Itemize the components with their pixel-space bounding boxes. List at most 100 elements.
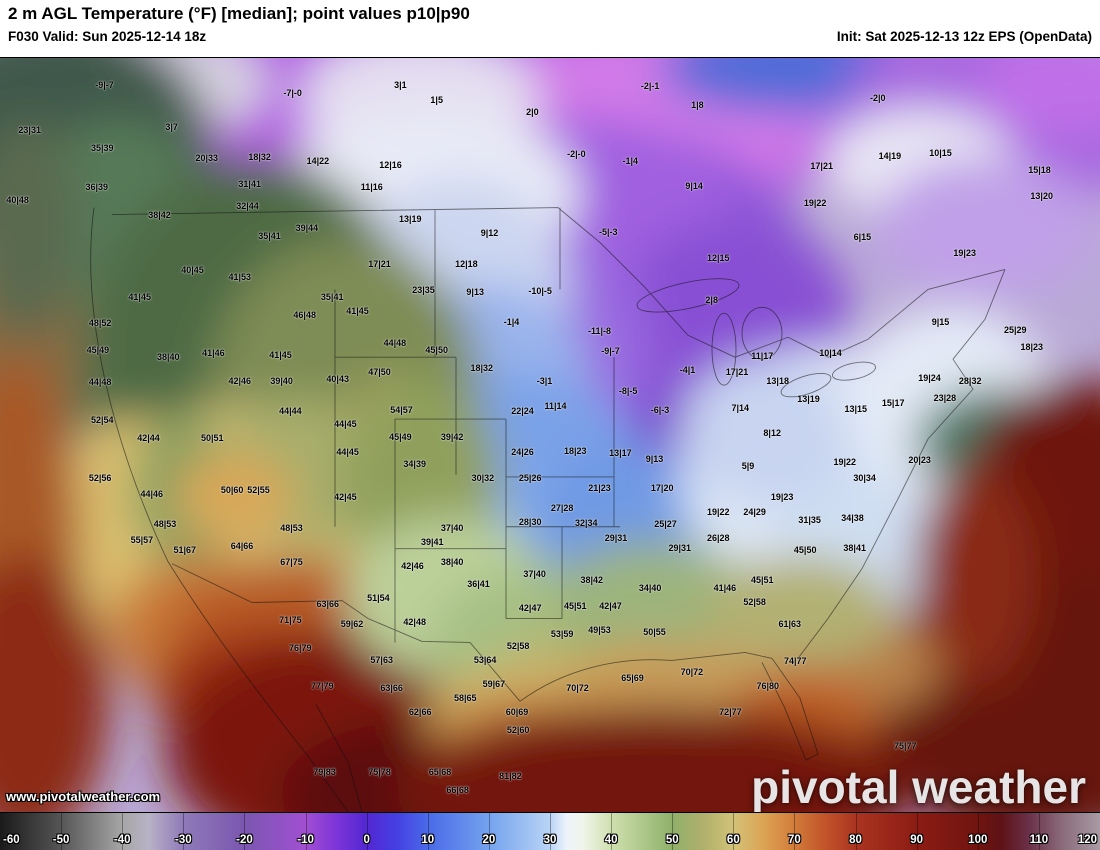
point-value: 38|41 <box>843 543 866 554</box>
point-value: 76|80 <box>756 681 780 692</box>
point-value: 45|50 <box>425 344 448 355</box>
point-value: 40|43 <box>326 374 349 385</box>
point-value: -7|-0 <box>283 87 302 98</box>
point-value: 34|39 <box>403 458 426 469</box>
point-value: 19|22 <box>833 457 857 468</box>
point-value: -4|1 <box>679 365 696 376</box>
point-value: 59|62 <box>340 619 364 630</box>
colorbar-tick-mark <box>366 813 368 850</box>
point-value: 59|67 <box>482 678 506 689</box>
point-value: 46|48 <box>293 310 316 321</box>
point-value: -8|-5 <box>618 386 638 397</box>
valid-time-label: F030 Valid: Sun 2025-12-14 18z <box>8 28 207 44</box>
point-value: 48|53 <box>280 522 303 533</box>
point-value: 17|21 <box>725 366 749 377</box>
point-value: 13|17 <box>609 448 632 459</box>
point-value: 42|47 <box>599 601 622 612</box>
point-value: -11|-8 <box>587 325 612 336</box>
point-value: 17|21 <box>368 258 391 269</box>
point-value: 79|83 <box>313 767 336 778</box>
point-value: 32|44 <box>236 200 259 211</box>
point-value: 42|47 <box>518 602 542 613</box>
colorbar-tick-label: -30 <box>175 834 192 846</box>
point-value: -10|-5 <box>528 285 552 296</box>
colorbar-tick-mark <box>61 813 63 850</box>
point-value: 35|41 <box>258 230 281 241</box>
point-value: 44|46 <box>140 488 164 499</box>
point-value: 2|8 <box>705 295 718 306</box>
point-value: 11|14 <box>544 401 567 412</box>
map-canvas[interactable]: -9|-7 -7|-0 3|1 1|5 -2|-1 -2|0 23|31 3|7 2|0 1|8 3… <box>0 57 1100 813</box>
point-value: 44|48 <box>383 338 407 348</box>
point-value: 35|39 <box>91 142 114 153</box>
point-value: 38|42 <box>580 574 604 585</box>
point-value: -1|4 <box>622 156 639 167</box>
colorbar-tick-label: 60 <box>726 834 740 846</box>
point-value: 37|40 <box>440 522 464 533</box>
point-value: 38|40 <box>157 352 180 363</box>
point-value: 45|50 <box>793 545 817 556</box>
colorbar-tick-label: 20 <box>482 834 496 846</box>
point-value: 40|48 <box>6 194 29 205</box>
point-value: 13|20 <box>1030 190 1053 201</box>
point-value: 15|17 <box>881 398 905 409</box>
point-value: 40|45 <box>181 264 204 275</box>
point-value: 36|39 <box>85 181 109 192</box>
point-value: 36|41 <box>467 579 490 590</box>
point-value: 30|34 <box>853 472 876 483</box>
point-value: 27|28 <box>550 503 574 514</box>
colorbar-tick-mark <box>488 813 490 850</box>
point-value: 5|9 <box>741 460 755 471</box>
point-value: 19|22 <box>803 197 827 208</box>
point-value: 52|56 <box>88 472 112 483</box>
point-value: 48|52 <box>88 317 112 328</box>
colorbar-tick-mark <box>794 813 796 850</box>
point-value: 41|45 <box>346 306 369 317</box>
point-value: 21|23 <box>588 482 611 493</box>
point-value: 11|16 <box>360 181 383 192</box>
point-value: 42|48 <box>403 616 426 627</box>
point-value: 25|27 <box>654 518 677 529</box>
point-value: 10|14 <box>819 347 842 358</box>
point-value: 19|23 <box>953 248 976 259</box>
point-value: 50|51 <box>201 433 224 444</box>
point-value: 42|44 <box>137 433 160 444</box>
point-value: 13|19 <box>399 214 422 225</box>
point-value: 50|60 <box>220 485 244 496</box>
point-value: 50|55 <box>643 626 666 637</box>
point-value: 60|69 <box>505 706 529 717</box>
point-value: 13|15 <box>844 404 868 415</box>
point-value: 34|40 <box>638 583 662 594</box>
point-value: 32|34 <box>575 518 598 529</box>
colorbar-tick-mark <box>733 813 735 850</box>
point-value: 13|18 <box>766 375 789 386</box>
point-value: 58|65 <box>454 693 477 704</box>
point-value: 28|32 <box>958 375 982 386</box>
point-value: 19|22 <box>707 506 730 517</box>
point-value: 17|20 <box>650 482 674 493</box>
point-value: 3|7 <box>165 122 178 133</box>
point-value: 81|82 <box>499 770 522 781</box>
point-value: 67|75 <box>280 556 303 567</box>
colorbar-tick-mark <box>611 813 613 850</box>
point-value: 28|30 <box>518 516 542 527</box>
point-value: 53|64 <box>473 654 497 665</box>
point-value: 6|15 <box>853 231 872 242</box>
point-value: 44|45 <box>334 418 357 429</box>
point-values-layer: -9|-7 -7|-0 3|1 1|5 -2|-1 -2|0 23|31 3|7 2|0 1|8 3… <box>0 58 1100 812</box>
point-value: 52|55 <box>247 485 270 496</box>
init-time-label: Init: Sat 2025-12-13 12z EPS (OpenData) <box>836 28 1092 44</box>
point-value: 65|69 <box>621 672 644 683</box>
point-value: 9|14 <box>685 181 703 192</box>
point-value: 71|75 <box>279 614 302 625</box>
point-value: 53|59 <box>550 629 574 640</box>
point-value: 61|63 <box>778 619 802 630</box>
point-value: 38|40 <box>440 556 464 567</box>
point-value: 18|32 <box>248 151 271 162</box>
colorbar-tick-label: 70 <box>788 834 801 846</box>
point-value: 9|12 <box>480 227 499 238</box>
point-value: 30|32 <box>471 472 495 483</box>
point-value: 19|24 <box>918 372 941 383</box>
point-value: 64|66 <box>230 540 254 551</box>
